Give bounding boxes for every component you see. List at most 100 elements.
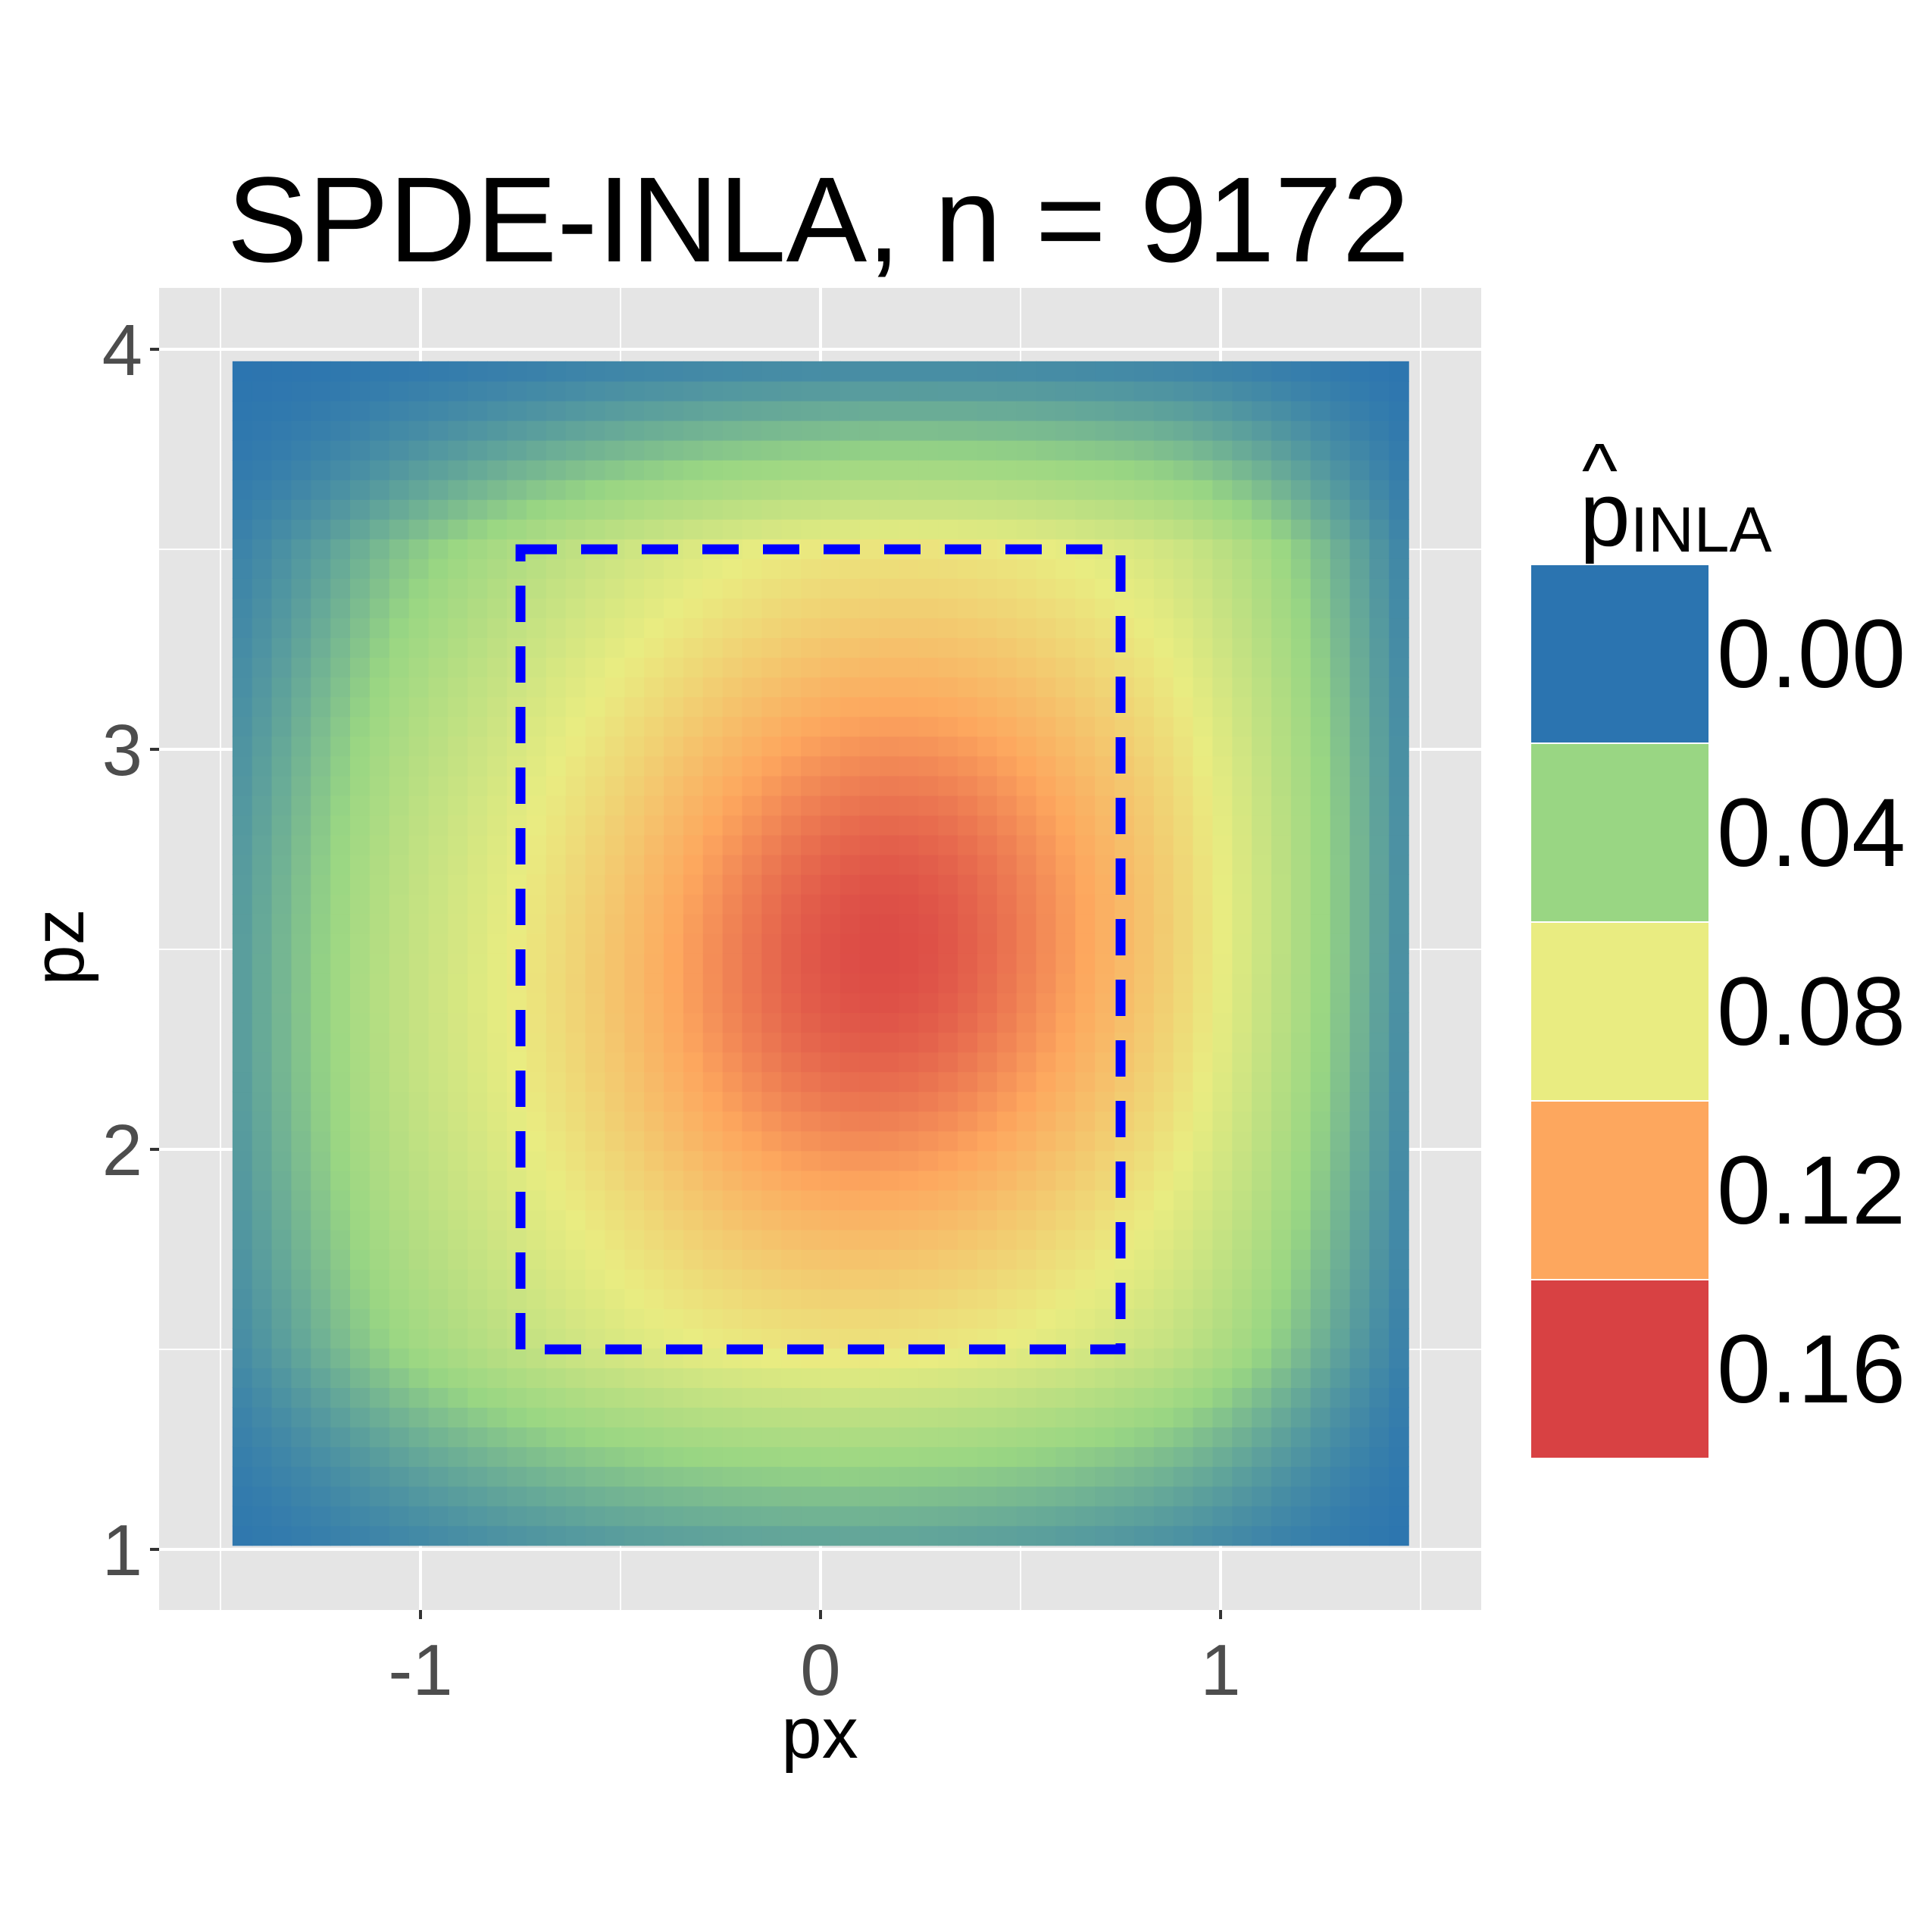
heatmap-cell — [1055, 1209, 1076, 1230]
heatmap-cell — [546, 1466, 567, 1487]
heatmap-cell — [702, 1071, 724, 1093]
heatmap-cell — [977, 380, 998, 402]
heatmap-cell — [389, 755, 410, 777]
heatmap-cell — [1193, 617, 1214, 639]
heatmap-cell — [839, 519, 861, 539]
heatmap-cell — [821, 1032, 841, 1053]
heatmap-cell — [801, 400, 821, 421]
heatmap-cell — [1075, 1289, 1096, 1309]
heatmap-cell — [1310, 855, 1331, 875]
heatmap-cell — [1016, 1130, 1037, 1152]
heatmap-cell — [1095, 1150, 1115, 1171]
heatmap-cell — [918, 1150, 939, 1171]
heatmap-cell — [1290, 1170, 1311, 1191]
heatmap-cell — [428, 1486, 449, 1507]
heatmap-cell — [1153, 1348, 1174, 1368]
heatmap-cell — [899, 1150, 919, 1171]
heatmap-cell — [977, 440, 998, 461]
heatmap-cell — [1133, 1289, 1155, 1309]
heatmap-cell — [271, 1190, 292, 1211]
heatmap-cell — [271, 539, 292, 559]
heatmap-cell — [389, 834, 410, 855]
heatmap-cell — [291, 716, 311, 737]
heatmap-cell — [1055, 1525, 1076, 1546]
heatmap-cell — [252, 637, 273, 658]
heatmap-cell — [1193, 795, 1214, 816]
heatmap-cell — [408, 855, 430, 875]
heatmap-cell — [252, 460, 273, 480]
heatmap-cell — [1055, 617, 1076, 639]
heatmap-cell — [801, 1289, 821, 1309]
heatmap-cell — [605, 440, 625, 461]
heatmap-cell — [252, 400, 273, 421]
heatmap-cell — [252, 775, 273, 796]
heatmap-cell — [252, 973, 273, 993]
heatmap-cell — [1271, 380, 1292, 402]
heatmap-cell — [448, 1269, 468, 1290]
heatmap-cell — [1389, 677, 1409, 698]
heatmap-cell — [1095, 1466, 1115, 1487]
heatmap-cell — [702, 953, 724, 974]
heatmap-cell — [1252, 716, 1272, 737]
heatmap-cell — [350, 755, 370, 777]
heatmap-cell — [1036, 1427, 1057, 1448]
heatmap-cell — [918, 914, 939, 934]
heatmap-cell — [1193, 1111, 1214, 1132]
heatmap-cell — [722, 519, 743, 539]
heatmap-cell — [1290, 677, 1311, 698]
heatmap-cell — [839, 578, 861, 599]
heatmap-cell — [702, 380, 724, 402]
heatmap-cell — [1193, 1229, 1214, 1250]
heatmap-cell — [879, 1032, 900, 1053]
heatmap-cell — [683, 1387, 704, 1408]
heatmap-cell — [839, 1505, 861, 1527]
heatmap-cell — [702, 775, 724, 796]
heatmap-cell — [938, 1091, 958, 1112]
heatmap-cell — [232, 993, 253, 1014]
heatmap-cell — [664, 1111, 684, 1132]
heatmap-cell — [605, 1071, 625, 1093]
heatmap-cell — [1349, 361, 1371, 382]
heatmap-cell — [1016, 874, 1037, 895]
heatmap-cell — [467, 1446, 488, 1468]
heatmap-cell — [311, 696, 331, 717]
heatmap-cell — [1330, 1091, 1351, 1112]
heatmap-cell — [1389, 598, 1409, 619]
heatmap-cell — [252, 795, 273, 816]
heatmap-cell — [839, 598, 861, 619]
heatmap-cell — [271, 953, 292, 974]
heatmap-cell — [369, 460, 390, 480]
heatmap-cell — [938, 460, 958, 480]
heatmap-cell — [958, 420, 978, 441]
heatmap-cell — [1310, 1505, 1331, 1527]
heatmap-cell — [722, 499, 743, 520]
heatmap-cell — [330, 1170, 351, 1191]
heatmap-cell — [350, 1446, 370, 1468]
heatmap-cell — [624, 775, 645, 796]
heatmap-cell — [1173, 1209, 1194, 1230]
heatmap-cell — [311, 775, 331, 796]
heatmap-cell — [1193, 736, 1214, 757]
heatmap-cell — [1252, 1209, 1272, 1230]
heatmap-cell — [644, 480, 664, 500]
heatmap-cell — [546, 400, 567, 421]
heatmap-cell — [1055, 914, 1076, 934]
heatmap-cell — [1153, 1466, 1174, 1487]
heatmap-cell — [761, 775, 782, 796]
heatmap-cell — [565, 716, 586, 737]
heatmap-cell — [899, 1289, 919, 1309]
heatmap-cell — [369, 755, 390, 777]
heatmap-cell — [821, 400, 841, 421]
heatmap-cell — [1232, 1328, 1252, 1349]
heatmap-cell — [938, 855, 958, 875]
heatmap-cell — [1330, 400, 1351, 421]
heatmap-cell — [605, 657, 625, 678]
heatmap-cell — [1075, 1269, 1096, 1290]
heatmap-cell — [271, 1446, 292, 1468]
heatmap-cell — [232, 716, 253, 737]
heatmap-cell — [1173, 539, 1194, 559]
heatmap-cell — [722, 1486, 743, 1507]
heatmap-cell — [350, 1387, 370, 1408]
heatmap-cell — [1193, 1012, 1214, 1033]
heatmap-cell — [1389, 914, 1409, 934]
